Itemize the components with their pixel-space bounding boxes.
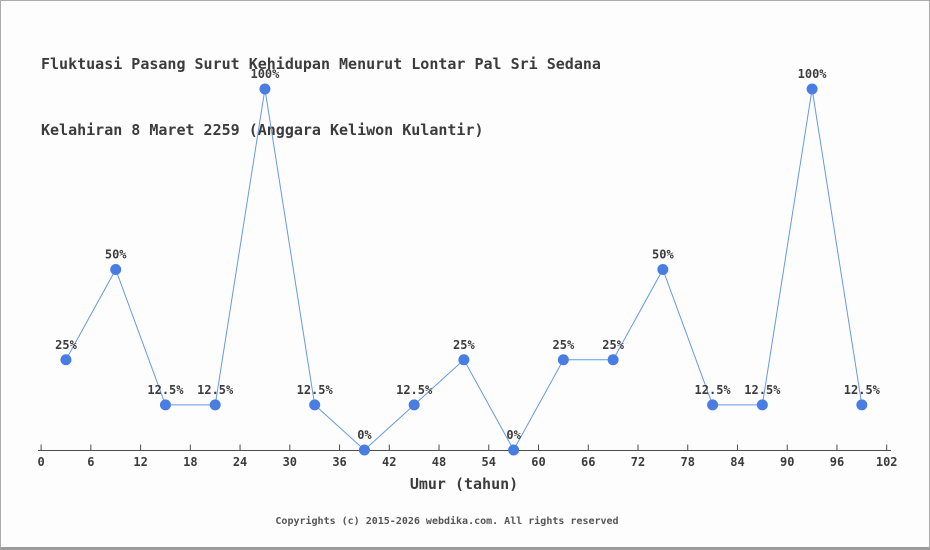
data-point-label: 12.5% — [396, 383, 433, 397]
chart-title-line1: Fluktuasi Pasang Surut Kehidupan Menurut… — [41, 55, 601, 73]
x-axis-tick-label: 54 — [482, 455, 496, 469]
data-point — [309, 399, 321, 411]
x-axis-tick-label: 0 — [37, 455, 44, 469]
data-point — [110, 264, 122, 275]
x-axis-title: Umur (tahun) — [410, 475, 518, 493]
data-point — [607, 354, 619, 366]
x-axis-tick-label: 66 — [581, 455, 595, 469]
data-point-label: 50% — [105, 248, 127, 262]
data-point-label: 12.5% — [147, 383, 184, 397]
data-point — [806, 83, 818, 95]
data-point — [557, 354, 569, 366]
x-axis-tick-label: 48 — [432, 455, 446, 469]
data-point-label: 25% — [553, 338, 575, 352]
data-point — [259, 83, 271, 95]
x-axis-tick-label: 18 — [183, 455, 197, 469]
data-point — [60, 354, 72, 366]
data-point-label: 12.5% — [695, 383, 732, 397]
data-point-label: 100% — [250, 67, 280, 81]
data-point-label: 12.5% — [844, 383, 881, 397]
data-point-label: 12.5% — [197, 383, 234, 397]
data-point — [458, 354, 470, 366]
data-point — [358, 444, 370, 456]
data-point-label: 50% — [652, 248, 674, 262]
chart-title-line2: Kelahiran 8 Maret 2259 (Anggara Keliwon … — [41, 121, 484, 139]
data-point — [508, 444, 520, 456]
x-axis-tick-label: 102 — [876, 455, 898, 469]
x-axis-tick-label: 12 — [133, 455, 147, 469]
x-axis-tick-label: 6 — [87, 455, 94, 469]
data-point — [856, 399, 868, 411]
x-axis-tick-label: 72 — [631, 455, 645, 469]
data-point-label: 0% — [506, 428, 521, 442]
x-axis-tick-label: 24 — [233, 455, 247, 469]
data-point-label: 12.5% — [297, 383, 334, 397]
data-point — [707, 399, 719, 411]
x-axis-tick-label: 90 — [780, 455, 794, 469]
copyright-text: Copyrights (c) 2015-2026 webdika.com. Al… — [275, 516, 619, 527]
x-axis-tick-label: 30 — [283, 455, 297, 469]
chart-title: Fluktuasi Pasang Surut Kehidupan Menurut… — [41, 9, 601, 185]
data-point-label: 25% — [453, 338, 475, 352]
x-axis-tick-label: 36 — [332, 455, 346, 469]
data-point — [209, 399, 221, 411]
data-point — [756, 399, 768, 411]
x-axis-tick-label: 42 — [382, 455, 396, 469]
data-point — [408, 399, 420, 411]
data-point — [159, 399, 171, 411]
data-point-label: 25% — [55, 338, 77, 352]
data-point-label: 0% — [357, 428, 372, 442]
data-point-label: 12.5% — [744, 383, 781, 397]
data-line — [65, 88, 863, 452]
x-axis-tick-label: 84 — [730, 455, 744, 469]
data-point — [657, 264, 669, 275]
x-axis-tick-label: 96 — [830, 455, 844, 469]
x-axis-tick-label: 60 — [531, 455, 545, 469]
x-axis-tick-label: 78 — [681, 455, 695, 469]
data-point-label: 25% — [602, 338, 624, 352]
data-point-label: 100% — [798, 67, 828, 81]
